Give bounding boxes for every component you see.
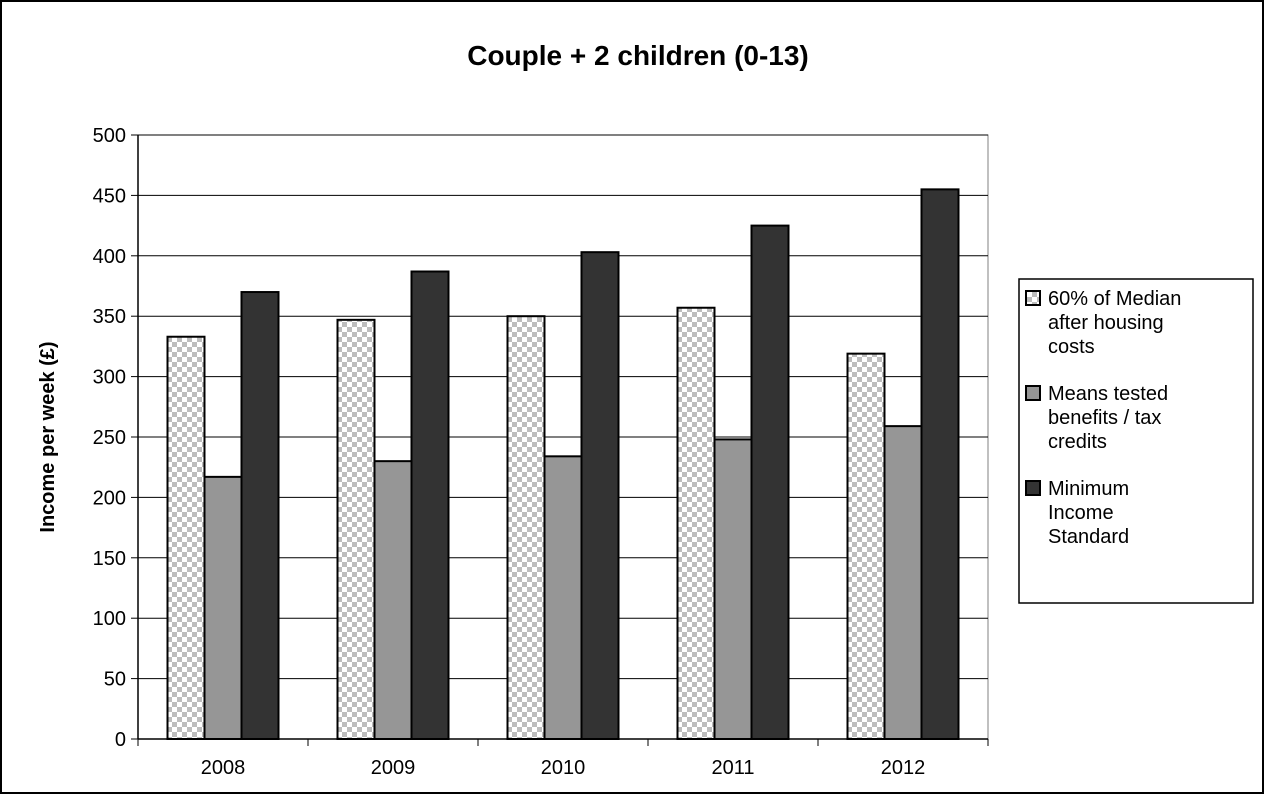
legend-label: Minimum	[1048, 478, 1129, 500]
y-tick-label: 350	[93, 306, 126, 328]
bar-1	[676, 306, 716, 740]
legend-label: benefits / tax	[1048, 407, 1161, 429]
legend-swatch	[1025, 290, 1041, 306]
bar-1	[166, 335, 206, 740]
legend-swatch	[1025, 480, 1041, 496]
y-tick-label: 400	[93, 246, 126, 268]
legend-label: Means tested	[1048, 383, 1168, 405]
y-tick-label: 500	[93, 125, 126, 147]
y-tick-label: 300	[93, 367, 126, 389]
x-tick-label: 2009	[371, 757, 416, 779]
y-tick-label: 450	[93, 185, 126, 207]
y-tick-label: 100	[93, 608, 126, 630]
bar-2	[203, 475, 243, 740]
legend-box	[1018, 278, 1254, 604]
bar-2	[373, 460, 413, 740]
plot-area: 0 50 100 150 200 250 300 350 400 450 500 2008 2009 20…	[93, 125, 989, 779]
y-tick-label: 200	[93, 487, 126, 509]
bar-2	[713, 438, 753, 740]
legend-swatch	[1025, 385, 1041, 401]
bar-2	[883, 425, 923, 740]
bar-3	[580, 251, 620, 740]
y-tick-label: 50	[104, 669, 126, 691]
bar-3	[240, 291, 280, 740]
legend-label: 60% of Median	[1048, 288, 1181, 310]
bar-3	[410, 270, 450, 740]
bar-1	[846, 352, 886, 740]
legend-label: Standard	[1048, 526, 1129, 548]
x-tick-label: 2012	[881, 757, 926, 779]
bar-1	[336, 318, 376, 740]
bar-1	[506, 315, 546, 740]
x-tick-label: 2011	[711, 757, 754, 779]
x-tick-label: 2010	[541, 757, 586, 779]
bar-3	[750, 224, 790, 741]
y-tick-label: 150	[93, 548, 126, 570]
chart-title: Couple + 2 children (0-13)	[467, 40, 809, 71]
legend-label: after housing	[1048, 312, 1164, 334]
y-axis-label: Income per week (£)	[37, 341, 59, 532]
x-tick-label: 2008	[201, 757, 246, 779]
bar-2	[543, 455, 583, 740]
legend-label: costs	[1048, 336, 1095, 358]
y-tick-label: 250	[93, 427, 126, 449]
y-tick-label: 0	[115, 729, 126, 751]
legend-label: credits	[1048, 431, 1107, 453]
bar-3	[920, 188, 960, 741]
legend-label: Income	[1048, 502, 1114, 524]
